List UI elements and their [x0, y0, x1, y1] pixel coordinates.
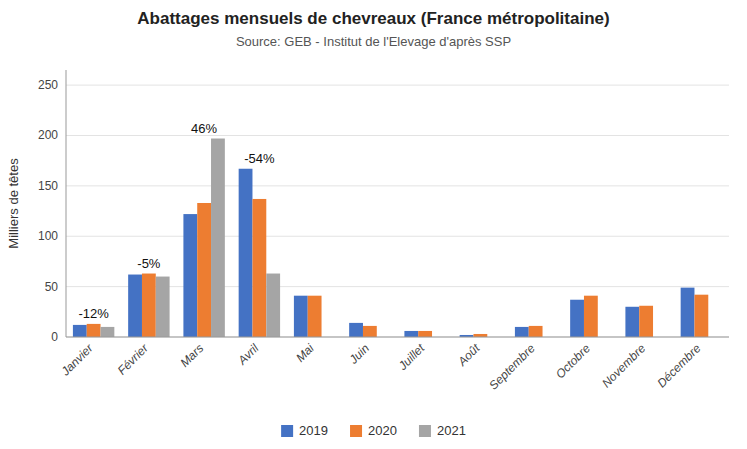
title: Abattages mensuels de chevreaux (France …	[137, 9, 609, 28]
legend-label: 2021	[437, 423, 466, 438]
bar	[156, 277, 170, 337]
bar	[681, 288, 695, 337]
bar	[639, 306, 653, 337]
x-tick-label: Août	[454, 341, 483, 370]
bar	[515, 327, 529, 337]
legend-item: 2021	[419, 423, 466, 438]
bar	[349, 323, 363, 337]
grid-line	[66, 85, 729, 86]
x-tick-label: Novembre	[599, 341, 648, 390]
y-tick-label: 0	[51, 330, 58, 344]
annotation: -5%	[137, 256, 161, 271]
x-tick-label: Mars	[177, 341, 206, 370]
subtitle: Source: GEB - Institut de l'Elevage d'ap…	[236, 34, 511, 49]
grid-line	[66, 185, 729, 186]
bar	[252, 199, 266, 337]
legend-label: 2019	[299, 423, 328, 438]
bar	[294, 296, 308, 337]
x-tick-label: Septembre	[486, 341, 538, 393]
x-tick-label: Janvier	[58, 341, 97, 380]
legend-label: 2020	[368, 423, 397, 438]
x-tick-label: Février	[115, 341, 152, 378]
bar	[128, 275, 142, 337]
bar	[211, 139, 225, 337]
x-tick-label: Mai	[293, 341, 317, 365]
x-tick-label: Juillet	[395, 341, 428, 374]
legend-swatch	[281, 425, 293, 437]
bar	[197, 203, 211, 337]
y-tick-label: 150	[38, 179, 58, 193]
bar	[73, 325, 87, 337]
x-axis-line	[66, 337, 729, 338]
legend-item: 2019	[281, 423, 328, 438]
grid-line	[66, 135, 729, 136]
legend-item: 2020	[350, 423, 397, 438]
annotation: -12%	[78, 306, 109, 321]
bar	[625, 307, 639, 337]
bar	[570, 300, 584, 337]
grid	[66, 85, 729, 337]
legend-swatch	[350, 425, 362, 437]
bar	[239, 169, 253, 337]
bar	[694, 295, 708, 337]
grid-line	[66, 337, 729, 338]
grid-line	[66, 236, 729, 237]
bar	[87, 324, 101, 337]
y-axis-line	[66, 70, 67, 337]
legend: 2019 2020 2021	[281, 423, 466, 438]
bar	[418, 331, 432, 337]
legend-swatch	[419, 425, 431, 437]
x-tick-label: Décembre	[654, 341, 703, 390]
annotation: -54%	[244, 151, 275, 166]
bar	[142, 274, 156, 337]
bar	[183, 214, 197, 337]
bar	[363, 326, 377, 337]
y-tick-label: 50	[45, 280, 59, 294]
y-tick-label: 100	[38, 229, 58, 243]
bars	[73, 139, 708, 337]
bar	[529, 326, 543, 337]
bar	[404, 331, 418, 337]
bar	[308, 296, 322, 337]
bar	[584, 296, 598, 337]
bar	[101, 327, 115, 337]
y-tick-label: 200	[38, 128, 58, 142]
y-tick-label: 250	[38, 78, 58, 92]
x-tick-label: Octobre	[553, 341, 593, 381]
x-tick-label: Juin	[346, 341, 372, 367]
chart: Abattages mensuels de chevreaux (France …	[0, 0, 747, 449]
bar	[266, 274, 280, 337]
x-tick-label: Avril	[235, 341, 262, 368]
y-axis-label: Milliers de têtes	[6, 158, 21, 249]
annotation: 46%	[191, 121, 217, 136]
